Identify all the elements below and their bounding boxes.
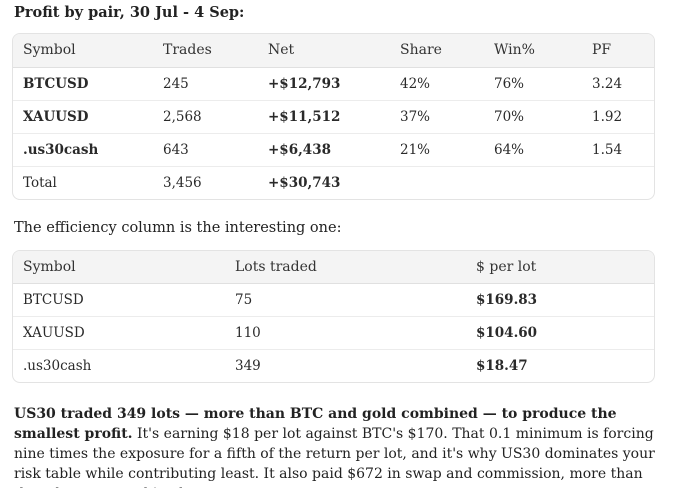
table-row: XAUUSD 110 $104.60 (13, 316, 654, 350)
cell-symbol: XAUUSD (13, 100, 153, 134)
table-row: BTCUSD 245 +$12,793 42% 76% 3.24 (13, 67, 654, 101)
table-row: XAUUSD 2,568 +$11,512 37% 70% 1.92 (13, 100, 654, 134)
cell-symbol: XAUUSD (13, 316, 225, 350)
cell-lots: 75 (225, 283, 466, 317)
cell-total-pf (582, 166, 654, 199)
column-header-net: Net (258, 34, 390, 68)
column-header-share: Share (390, 34, 484, 68)
profit-by-pair-table: Symbol Trades Net Share Win% PF BTCUSD 2… (12, 33, 655, 200)
cell-pf: 1.92 (582, 100, 654, 134)
column-header-trades: Trades (153, 34, 258, 68)
cell-total-win-pct (484, 166, 582, 199)
cell-pf: 3.24 (582, 67, 654, 101)
cell-total-label: Total (23, 174, 57, 191)
cell-pf: 1.54 (582, 133, 654, 167)
cell-total-trades: 3,456 (163, 174, 202, 191)
column-header-per-lot: $ per lot (466, 251, 654, 284)
cell-lots: 349 (235, 357, 261, 374)
summary-paragraph: US30 traded 349 lots — more than BTC and… (14, 404, 664, 488)
cell-total-share (390, 166, 484, 199)
cell-share: 42% (390, 67, 484, 101)
cell-trades: 245 (153, 67, 258, 101)
column-header-lots-traded: Lots traded (225, 251, 466, 284)
column-header-symbol: Symbol (13, 34, 153, 68)
cell-net: +$11,512 (258, 100, 390, 134)
cell-total-net: +$30,743 (268, 174, 341, 191)
column-header-symbol: Symbol (13, 251, 225, 284)
table-header-row: Symbol Trades Net Share Win% PF (13, 34, 654, 68)
summary-lead: US30 traded 349 lots — more than BTC and… (14, 406, 617, 442)
cell-lots: 110 (225, 316, 466, 350)
page-heading: Profit by pair, 30 Jul - 4 Sep: (14, 4, 245, 21)
table-row: .us30cash 643 +$6,438 21% 64% 1.54 (13, 133, 654, 167)
cell-symbol: BTCUSD (13, 283, 225, 317)
cell-per-lot: $18.47 (476, 357, 528, 374)
column-header-win-pct: Win% (484, 34, 582, 68)
cell-symbol: .us30cash (13, 133, 153, 167)
cell-per-lot: $169.83 (466, 283, 654, 317)
cell-symbol: BTCUSD (13, 67, 153, 101)
table-row: .us30cash 349 $18.47 (13, 349, 654, 382)
efficiency-intro-text: The efficiency column is the interesting… (14, 220, 342, 236)
summary-body: It's earning $18 per lot against BTC's $… (14, 426, 655, 488)
column-header-pf: PF (582, 34, 654, 68)
cell-trades: 643 (153, 133, 258, 167)
cell-win-pct: 76% (484, 67, 582, 101)
cell-symbol: .us30cash (23, 357, 92, 374)
cell-per-lot: $104.60 (466, 316, 654, 350)
cell-win-pct: 64% (484, 133, 582, 167)
table-row: BTCUSD 75 $169.83 (13, 283, 654, 317)
cell-trades: 2,568 (153, 100, 258, 134)
cell-share: 37% (390, 100, 484, 134)
efficiency-table: Symbol Lots traded $ per lot BTCUSD 75 $… (12, 250, 655, 383)
cell-share: 21% (390, 133, 484, 167)
table-header-row: Symbol Lots traded $ per lot (13, 251, 654, 284)
cell-net: +$12,793 (258, 67, 390, 101)
cell-win-pct: 70% (484, 100, 582, 134)
cell-net: +$6,438 (258, 133, 390, 167)
total-row: Total 3,456 +$30,743 (13, 166, 654, 199)
